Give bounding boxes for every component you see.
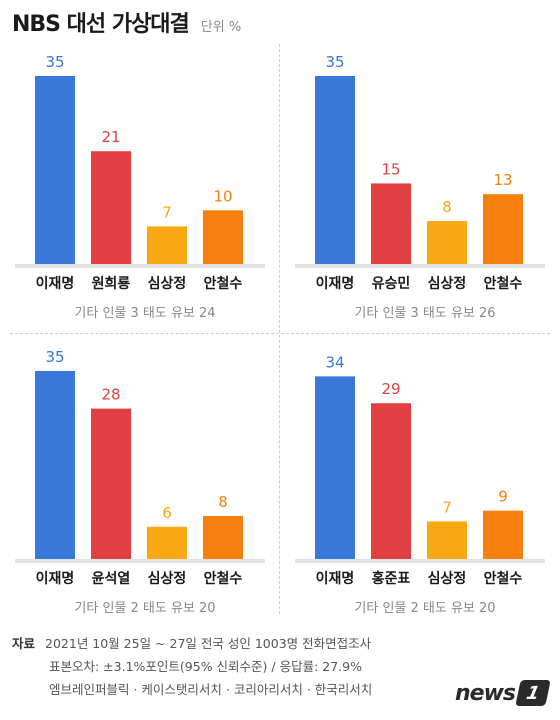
panel-lee-vs-yoo: 35 이재명 15 유승민 8 심상정 13 안철수 기타 인물 3 태도 유보 26: [295, 44, 555, 330]
category-label: 심상정: [148, 275, 187, 292]
bar: [371, 403, 411, 559]
baseline: [15, 559, 265, 563]
bar: [203, 210, 243, 264]
bar: [147, 226, 187, 264]
bar-chart-svg: 35 이재명 15 유승민 8 심상정 13 안철수: [295, 53, 545, 292]
category-label: 심상정: [428, 275, 467, 292]
category-label: 안철수: [204, 570, 243, 587]
bar: [315, 376, 355, 559]
bar: [371, 183, 411, 264]
value-label: 28: [101, 386, 120, 404]
bar-chart-svg: 34 이재명 29 홍준표 7 심상정 9 안철수: [295, 353, 545, 587]
value-label: 35: [325, 53, 344, 71]
research-firms: 엠브레인퍼블릭 · 케이스탯리서치 · 코리아리서치 · 한국리서치: [49, 682, 373, 697]
logo-badge: 1: [515, 680, 551, 706]
panel-lee-vs-yoon: 35 이재명 28 윤석열 6 심상정 8 안철수 기타 인물 2 태도 유보 20: [15, 339, 275, 625]
unit-label: 단위 %: [200, 20, 242, 35]
others-note: 기타 인물 2 태도 유보 20: [354, 601, 496, 616]
value-label: 29: [381, 380, 400, 398]
category-label: 원희룡: [92, 276, 131, 292]
category-label: 유승민: [372, 275, 411, 292]
category-label: 심상정: [148, 570, 187, 587]
bar: [483, 194, 523, 264]
category-label: 안철수: [484, 570, 523, 587]
bar: [91, 151, 131, 264]
logo-text: news: [454, 680, 516, 706]
panel-lee-vs-won: 35 이재명 21 원희룡 7 심상정 10 안철수 기타 인물 3 태도 유보 24: [15, 44, 275, 330]
source-label: 자료: [12, 636, 36, 651]
baseline: [15, 264, 265, 268]
source-footer: 자료 2021년 10월 25일 ~ 27일 전국 성인 1003명 전화면접조사…: [12, 632, 372, 701]
category-label: 심상정: [428, 570, 467, 587]
title-row: NBS 대선 가상대결 단위 %: [12, 6, 241, 40]
category-label: 이재명: [36, 570, 75, 587]
value-label: 6: [162, 504, 172, 522]
value-label: 34: [325, 353, 344, 371]
news1-logo: news 1: [454, 680, 551, 706]
bar: [91, 408, 131, 559]
category-label: 윤석열: [92, 570, 131, 587]
horizontal-divider: [10, 333, 550, 334]
chart-title: NBS 대선 가상대결: [12, 12, 190, 37]
value-label: 8: [218, 493, 228, 511]
baseline: [295, 264, 545, 268]
bar: [427, 221, 467, 264]
bar-chart-svg: 35 이재명 28 윤석열 6 심상정 8 안철수: [15, 348, 265, 587]
bar: [315, 76, 355, 264]
others-note: 기타 인물 2 태도 유보 20: [74, 601, 216, 616]
category-label: 안철수: [204, 275, 243, 292]
bar: [35, 371, 75, 559]
value-label: 7: [162, 203, 172, 221]
value-label: 35: [45, 348, 64, 366]
category-label: 이재명: [36, 275, 75, 292]
bar-chart-svg: 35 이재명 21 원희룡 7 심상정 10 안철수: [15, 53, 265, 292]
survey-info: 2021년 10월 25일 ~ 27일 전국 성인 1003명 전화면접조사: [45, 636, 372, 651]
value-label: 21: [101, 128, 120, 146]
bar: [35, 76, 75, 264]
value-label: 7: [442, 498, 452, 516]
category-label: 홍준표: [372, 570, 411, 587]
vertical-divider: [279, 44, 280, 614]
value-label: 9: [498, 488, 508, 506]
bar: [483, 510, 523, 559]
value-label: 10: [213, 187, 232, 205]
category-label: 안철수: [484, 275, 523, 292]
category-label: 이재명: [316, 275, 355, 292]
baseline: [295, 559, 545, 563]
margin-of-error: 표본오차: ±3.1%포인트(95% 신뢰수준) / 응답률: 27.9%: [49, 659, 362, 674]
others-note: 기타 인물 3 태도 유보 26: [354, 306, 496, 321]
value-label: 8: [442, 198, 452, 216]
panel-lee-vs-hong: 34 이재명 29 홍준표 7 심상정 9 안철수 기타 인물 2 태도 유보 20: [295, 339, 555, 625]
category-label: 이재명: [316, 570, 355, 587]
value-label: 15: [381, 160, 400, 178]
others-note: 기타 인물 3 태도 유보 24: [74, 306, 216, 321]
bar: [147, 526, 187, 559]
value-label: 35: [45, 53, 64, 71]
bar: [427, 521, 467, 559]
value-label: 13: [493, 171, 512, 189]
bar: [203, 516, 243, 559]
